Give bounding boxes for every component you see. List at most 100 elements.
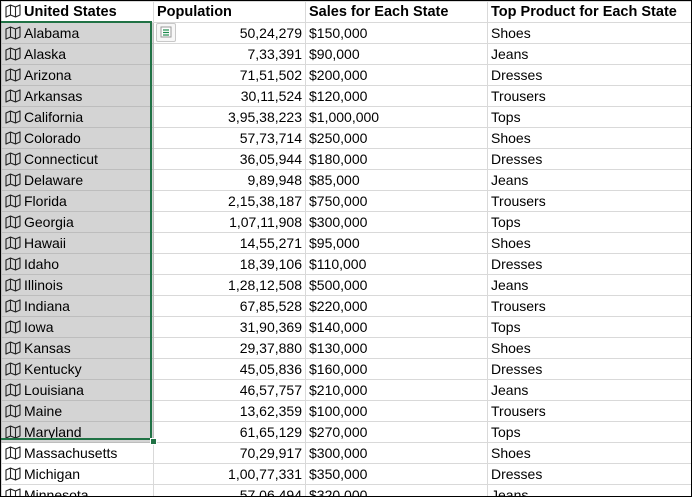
population-cell[interactable]: 7,33,391 [153,43,306,65]
insert-data-button[interactable] [156,23,176,42]
product-cell[interactable]: Trousers [487,400,691,422]
population-cell[interactable]: 71,51,502 [153,64,306,86]
state-cell[interactable]: Colorado [1,127,154,149]
sales-cell[interactable]: $130,000 [305,337,488,359]
sales-cell[interactable]: $140,000 [305,316,488,338]
population-cell[interactable]: 9,89,948 [153,169,306,191]
population-cell[interactable]: 1,28,12,508 [153,274,306,296]
state-cell[interactable]: Massachusetts [1,442,154,464]
state-cell[interactable]: Michigan [1,463,154,485]
product-cell[interactable]: Shoes [487,442,691,464]
product-cell[interactable]: Jeans [487,484,691,496]
sales-cell[interactable]: $250,000 [305,127,488,149]
product-cell[interactable]: Dresses [487,64,691,86]
product-cell[interactable]: Jeans [487,43,691,65]
population-cell[interactable]: 57,06,494 [153,484,306,496]
product-cell[interactable]: Tops [487,211,691,233]
population-cell[interactable]: 67,85,528 [153,295,306,317]
state-cell[interactable]: Maryland [1,421,154,443]
product-cell[interactable]: Tops [487,316,691,338]
state-cell[interactable]: Georgia [1,211,154,233]
sales-cell[interactable]: $210,000 [305,379,488,401]
state-cell[interactable]: Kentucky [1,358,154,380]
state-cell[interactable]: Connecticut [1,148,154,170]
population-cell[interactable]: 57,73,714 [153,127,306,149]
product-cell[interactable]: Shoes [487,22,691,44]
state-cell[interactable]: Kansas [1,337,154,359]
sales-cell[interactable]: $180,000 [305,148,488,170]
state-cell[interactable]: Hawaii [1,232,154,254]
sales-cell[interactable]: $90,000 [305,43,488,65]
state-cell[interactable]: California [1,106,154,128]
product-cell[interactable]: Dresses [487,358,691,380]
fill-handle[interactable] [150,438,157,445]
product-cell[interactable]: Jeans [487,274,691,296]
product-cell[interactable]: Shoes [487,337,691,359]
state-cell[interactable]: Delaware [1,169,154,191]
sales-cell[interactable]: $95,000 [305,232,488,254]
sales-cell[interactable]: $110,000 [305,253,488,275]
header-cell-sales[interactable]: Sales for Each State [305,1,488,23]
state-cell[interactable]: Louisiana [1,379,154,401]
state-cell[interactable]: Arizona [1,64,154,86]
product-cell[interactable]: Jeans [487,169,691,191]
sales-cell[interactable]: $120,000 [305,85,488,107]
product-cell[interactable]: Trousers [487,295,691,317]
population-cell[interactable]: 50,24,279 [153,22,306,44]
population-cell[interactable]: 1,00,77,331 [153,463,306,485]
header-cell-state[interactable]: United States [1,1,154,23]
state-cell[interactable]: Minnesota [1,484,154,496]
sales-cell[interactable]: $220,000 [305,295,488,317]
map-icon [5,68,21,82]
population-cell[interactable]: 18,39,106 [153,253,306,275]
sales-cell[interactable]: $350,000 [305,463,488,485]
sales-cell[interactable]: $160,000 [305,358,488,380]
product-cell[interactable]: Trousers [487,85,691,107]
sales-cell[interactable]: $150,000 [305,22,488,44]
product-cell[interactable]: Dresses [487,463,691,485]
sales-cell[interactable]: $750,000 [305,190,488,212]
population-cell[interactable]: 13,62,359 [153,400,306,422]
sales-cell[interactable]: $1,000,000 [305,106,488,128]
sales-cell[interactable]: $300,000 [305,211,488,233]
table-row: Iowa 31,90,369 $140,000 Tops [1,316,691,338]
product-cell[interactable]: Tops [487,421,691,443]
sales-cell[interactable]: $270,000 [305,421,488,443]
sales-cell[interactable]: $300,000 [305,442,488,464]
state-cell[interactable]: Illinois [1,274,154,296]
product-cell[interactable]: Shoes [487,127,691,149]
population-cell[interactable]: 14,55,271 [153,232,306,254]
sales-cell[interactable]: $100,000 [305,400,488,422]
state-cell[interactable]: Alaska [1,43,154,65]
header-cell-product[interactable]: Top Product for Each State [487,1,691,23]
product-cell[interactable]: Dresses [487,148,691,170]
population-cell[interactable]: 1,07,11,908 [153,211,306,233]
header-cell-population[interactable]: Population [153,1,306,23]
population-cell[interactable]: 29,37,880 [153,337,306,359]
state-cell[interactable]: Alabama [1,22,154,44]
sales-cell[interactable]: $200,000 [305,64,488,86]
sales-cell[interactable]: $320,000 [305,484,488,496]
population-cell[interactable]: 30,11,524 [153,85,306,107]
product-cell[interactable]: Jeans [487,379,691,401]
product-cell[interactable]: Dresses [487,253,691,275]
product-cell[interactable]: Tops [487,106,691,128]
population-cell[interactable]: 2,15,38,187 [153,190,306,212]
state-cell[interactable]: Arkansas [1,85,154,107]
sales-cell[interactable]: $500,000 [305,274,488,296]
population-cell[interactable]: 45,05,836 [153,358,306,380]
population-cell[interactable]: 31,90,369 [153,316,306,338]
population-cell[interactable]: 46,57,757 [153,379,306,401]
state-cell[interactable]: Maine [1,400,154,422]
state-cell[interactable]: Iowa [1,316,154,338]
state-cell[interactable]: Indiana [1,295,154,317]
population-cell[interactable]: 3,95,38,223 [153,106,306,128]
population-cell[interactable]: 70,29,917 [153,442,306,464]
population-cell[interactable]: 61,65,129 [153,421,306,443]
population-cell[interactable]: 36,05,944 [153,148,306,170]
sales-cell[interactable]: $85,000 [305,169,488,191]
state-cell[interactable]: Florida [1,190,154,212]
product-cell[interactable]: Trousers [487,190,691,212]
state-cell[interactable]: Idaho [1,253,154,275]
product-cell[interactable]: Shoes [487,232,691,254]
